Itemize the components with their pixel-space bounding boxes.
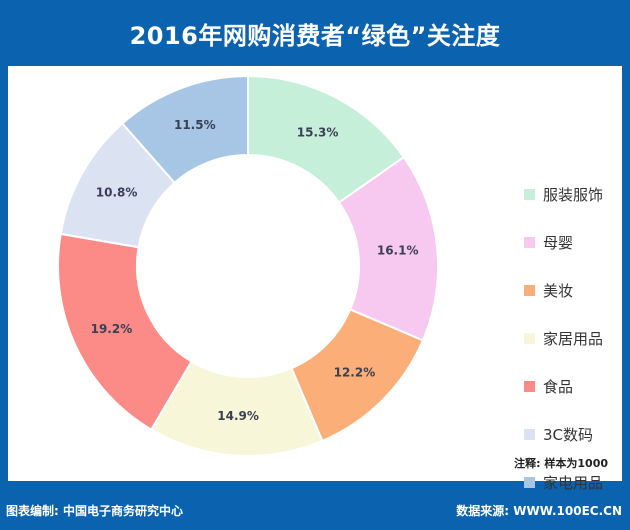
legend-label: 服装服饰 — [543, 185, 604, 204]
chart-panel: 15.3% 16.1% 12.2% 14.9% 19.2% 10.8% 11.5% 服装服饰… — [8, 66, 622, 492]
legend-item-beauty: 美妆 — [524, 280, 573, 300]
legend-label: 美妆 — [543, 281, 574, 300]
legend-item-maternal-baby: 母婴 — [524, 232, 573, 252]
legend-swatch — [524, 284, 535, 296]
legend-item-clothing: 服装服饰 — [524, 184, 603, 204]
footer-source-compiler: 图表编制: 中国电子商务研究中心 — [6, 504, 183, 518]
legend-label: 家居用品 — [543, 329, 604, 348]
slice-value-label: 19.2% — [91, 322, 133, 336]
slice-value-label: 11.5% — [174, 118, 216, 132]
donut-slice — [120, 74, 249, 185]
donut-chart: 15.3% 16.1% 12.2% 14.9% 19.2% 10.8% 11.5% — [57, 74, 439, 457]
slice-value-label: 12.2% — [334, 365, 376, 379]
legend-label: 食品 — [543, 377, 574, 396]
legend-item-appliances: 家电用品 — [524, 472, 603, 492]
legend-item-home-goods: 家居用品 — [524, 328, 603, 348]
sample-note: 注释: 样本为1000 — [514, 457, 608, 470]
legend-item-3c-digital: 3C数码 — [524, 424, 593, 444]
legend-swatch — [524, 332, 535, 344]
slice-value-label: 14.9% — [217, 409, 259, 423]
legend-swatch — [524, 236, 535, 248]
chart-title: 2016年网购消费者“绿色”关注度 — [129, 21, 501, 50]
chart-title-bar: 2016年网购消费者“绿色”关注度 — [0, 0, 630, 66]
slice-value-label: 10.8% — [96, 186, 138, 200]
footer-data-source: 数据来源: WWW.100EC.CN — [456, 504, 622, 518]
legend-swatch — [524, 188, 535, 200]
legend-label: 家电用品 — [543, 473, 604, 492]
slice-value-label: 16.1% — [377, 243, 419, 257]
footer-bar: 图表编制: 中国电子商务研究中心 数据来源: WWW.100EC.CN — [0, 495, 630, 523]
legend-label: 3C数码 — [543, 425, 594, 444]
legend-label: 母婴 — [543, 233, 574, 252]
legend-item-food: 食品 — [524, 376, 573, 396]
legend-swatch — [524, 428, 535, 440]
legend-swatch — [524, 380, 535, 392]
legend-swatch — [524, 476, 535, 488]
slice-value-label: 15.3% — [297, 126, 339, 140]
